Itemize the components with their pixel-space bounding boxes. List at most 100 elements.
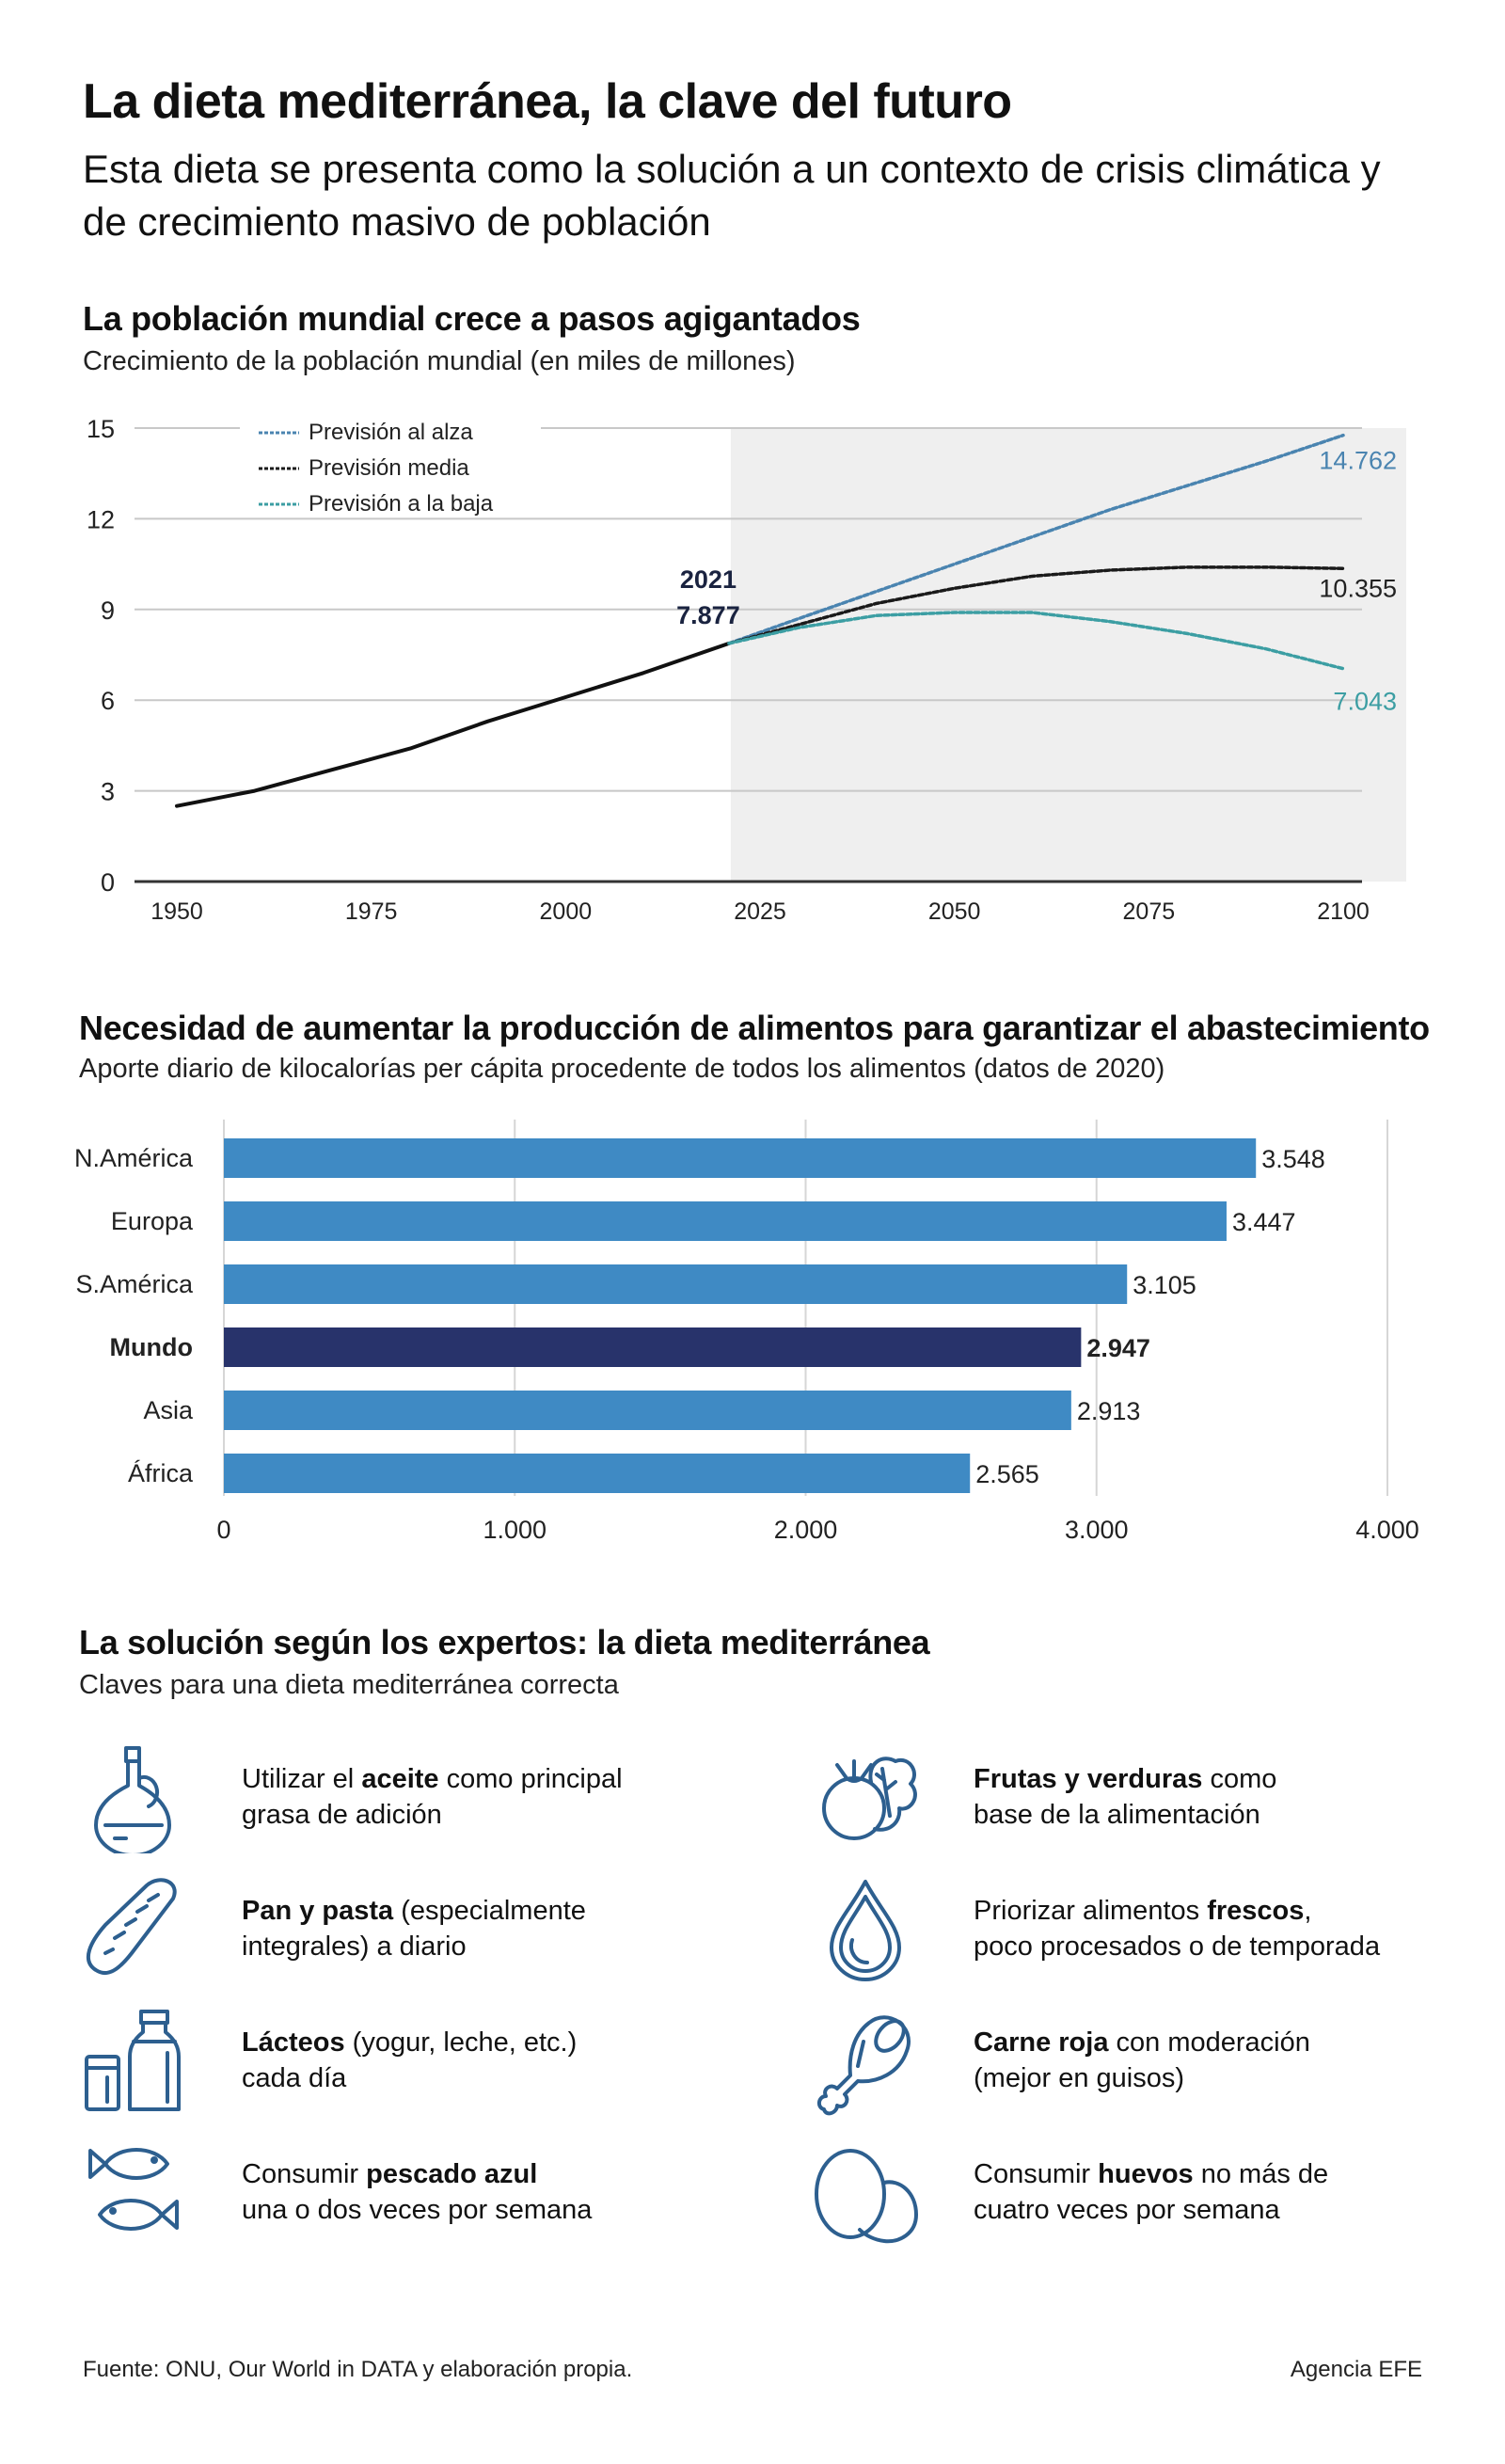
y-tick-label: 6: [101, 687, 115, 715]
page-subtitle: Esta dieta se presenta como la solución …: [83, 147, 1381, 244]
text: (mejor en guisos): [974, 2063, 1185, 2093]
calories-bar-chart: N.América 3.548 Europa 3.447 S.América 3.105 M…: [74, 1120, 1419, 1544]
oil-bottle-icon: [77, 1741, 190, 1857]
y-tick-label: 12: [87, 505, 115, 533]
meat-leg-icon: [809, 2004, 922, 2117]
end-label-high: 14.762: [1319, 447, 1397, 475]
eggs-icon: [809, 2136, 922, 2249]
text: integrales) a diario: [242, 1931, 467, 1962]
legend-label-medium: Previsión media: [309, 455, 469, 481]
food-chart-title: Necesidad de aumentar la producción de a…: [79, 1009, 1430, 1047]
page-title: La dieta mediterránea, la clave del futu…: [83, 74, 1012, 129]
diet-item: Carne roja con moderación (mejor en guiso…: [809, 2004, 1310, 2117]
diet-subtitle: Claves para una dieta mediterránea corre…: [79, 1670, 619, 1700]
diet-item: Utilizar el aceite como principal grasa d…: [77, 1741, 623, 1857]
text: (especialmente: [393, 1896, 586, 1926]
diet-item-text: Consumir pescado azul una o dos veces por…: [242, 2156, 592, 2228]
category-label: N.América: [74, 1144, 194, 1172]
x-tick-label: 2000: [540, 898, 593, 925]
diet-item: Priorizar alimentos frescos, poco procesa…: [809, 1872, 1380, 1985]
forecast-shade: [730, 428, 1406, 882]
text: con moderación: [1108, 2027, 1310, 2058]
diet-item-text: Consumir huevos no más de cuatro veces po…: [974, 2156, 1328, 2228]
value-label: 3.447: [1232, 1208, 1296, 1236]
text: no más de: [1193, 2159, 1329, 2189]
bar: [224, 1391, 1071, 1430]
water-drop-icon: [809, 1872, 922, 1985]
diet-item: Pan y pasta (especialmente integrales) a …: [77, 1872, 586, 1985]
x-tick-label: 0: [216, 1516, 230, 1544]
text: ,: [1304, 1896, 1312, 1926]
x-tick-label: 3.000: [1065, 1516, 1129, 1544]
population-chart-title: La población mundial crece a pasos agiga…: [83, 299, 861, 338]
x-tick-label: 4.000: [1355, 1516, 1419, 1544]
annotation-value: 7.877: [676, 601, 740, 629]
highlight-text: pescado azul: [366, 2159, 538, 2189]
bar: [224, 1264, 1128, 1304]
series-line-high: [727, 433, 1345, 645]
category-label: Europa: [111, 1207, 194, 1235]
text: poco procesados o de temporada: [974, 1931, 1381, 1962]
value-label: 3.548: [1261, 1145, 1325, 1173]
diet-item-text: Frutas y verduras como base de la aliment…: [974, 1761, 1276, 1833]
population-line-chart: 0 3 6 9 12 15 1950 1975 2000 2025 2050 2075 2100 14…: [87, 405, 1406, 925]
bar: [224, 1201, 1227, 1241]
credit: Agencia EFE: [1290, 2357, 1422, 2382]
food-chart-subtitle: Aporte diario de kilocalorías per cápita…: [79, 1054, 1165, 1084]
diet-item-text: Priorizar alimentos frescos, poco procesa…: [974, 1893, 1380, 1964]
value-label: 2.565: [975, 1460, 1039, 1488]
vegetables-icon: [809, 1741, 922, 1853]
text: como principal: [438, 1764, 623, 1794]
dairy-icon: [77, 2004, 190, 2117]
x-tick-label: 2.000: [774, 1516, 838, 1544]
bar: [224, 1327, 1082, 1367]
highlight-text: frescos: [1207, 1896, 1305, 1926]
x-tick-label: 2100: [1317, 898, 1370, 925]
category-label: Asia: [143, 1396, 194, 1424]
x-tick-label: 2075: [1123, 898, 1176, 925]
annotation-year: 2021: [680, 565, 737, 594]
category-label: S.América: [75, 1270, 194, 1298]
x-tick-label: 1975: [345, 898, 398, 925]
diet-item: Frutas y verduras como base de la aliment…: [809, 1741, 1276, 1853]
text: Consumir: [242, 2159, 367, 2189]
text: cuatro veces por semana: [974, 2195, 1280, 2225]
text: cada día: [242, 2063, 347, 2093]
fish-icon: [77, 2136, 190, 2249]
y-tick-label: 9: [101, 596, 115, 625]
x-tick-label: 1.000: [483, 1516, 547, 1544]
category-label: Mundo: [110, 1333, 193, 1361]
bread-icon: [77, 1872, 190, 1985]
text: Priorizar alimentos: [974, 1896, 1208, 1926]
highlight-text: Frutas y verduras: [974, 1764, 1203, 1794]
text: como: [1202, 1764, 1277, 1794]
series-line-medium: [727, 565, 1345, 645]
y-tick-label: 15: [87, 415, 115, 443]
series-line-low: [727, 611, 1345, 671]
population-chart-subtitle: Crecimiento de la población mundial (en …: [83, 346, 796, 376]
bar: [224, 1138, 1257, 1178]
diet-item: Lácteos (yogur, leche, etc.) cada día: [77, 2004, 577, 2117]
end-label-medium: 10.355: [1319, 574, 1397, 602]
diet-item-text: Lácteos (yogur, leche, etc.) cada día: [242, 2025, 577, 2096]
value-label: 2.947: [1086, 1334, 1150, 1362]
series-line-history: [175, 641, 731, 808]
text: una o dos veces por semana: [242, 2195, 593, 2225]
source-note: Fuente: ONU, Our World in DATA y elabora…: [83, 2357, 633, 2382]
category-label: África: [128, 1459, 194, 1487]
text: Consumir: [974, 2159, 1099, 2189]
diet-item-text: Utilizar el aceite como principal grasa d…: [242, 1761, 623, 1833]
highlight-text: Carne roja: [974, 2027, 1109, 2058]
legend-label-low: Previsión a la baja: [309, 491, 494, 517]
value-label: 3.105: [1133, 1271, 1196, 1299]
legend-label-high: Previsión al alza: [309, 420, 473, 445]
value-label: 2.913: [1077, 1397, 1141, 1425]
text: (yogur, leche, etc.): [344, 2027, 578, 2058]
x-tick-label: 2050: [928, 898, 981, 925]
highlight-text: Lácteos: [242, 2027, 345, 2058]
diet-item-text: Pan y pasta (especialmente integrales) a …: [242, 1893, 586, 1964]
y-tick-label: 3: [101, 778, 115, 806]
legend-background: [240, 405, 541, 517]
text: Utilizar el: [242, 1764, 362, 1794]
highlight-text: Pan y pasta: [242, 1896, 394, 1926]
